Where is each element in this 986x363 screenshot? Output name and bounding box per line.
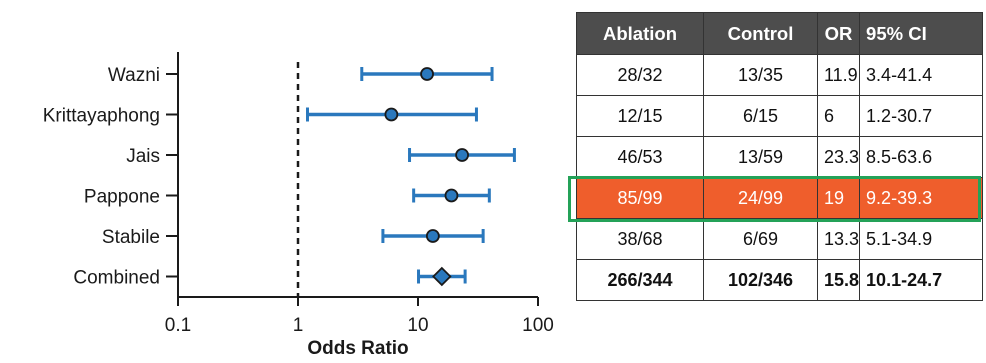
cell-control: 102/346 [703, 259, 818, 301]
cell-ci: 3.4-41.4 [859, 54, 984, 96]
cell-or: 11.9 [816, 54, 861, 96]
cell-ci: 9.2-39.3 [859, 177, 984, 219]
cell-or: 23.3 [816, 136, 861, 178]
table-row: 12/15 6/15 6 1.2-30.7 [576, 95, 984, 137]
study-label: Krittayaphong [43, 106, 160, 127]
x-ticks: 0.1 1 10 100 [165, 297, 554, 336]
table-header-row: Ablation Control OR 95% CI [576, 12, 984, 55]
study-label: Combined [73, 268, 160, 289]
study-label: Wazni [108, 65, 160, 86]
study-labels: Wazni Krittayaphong Jais Pappone Stabile Comb… [43, 65, 178, 289]
forest-plot: 0.1 1 10 100 Wazni Krittayaphong Jais Pappone S… [43, 52, 554, 359]
cell-ablation: 266/344 [576, 259, 704, 301]
header-control: Control [703, 12, 818, 55]
cell-or: 6 [816, 95, 861, 137]
cell-or: 15.8 [816, 259, 861, 301]
cell-or: 19 [816, 177, 861, 219]
or-point [384, 107, 399, 122]
cell-ci: 5.1-34.9 [859, 218, 984, 260]
cell-control: 24/99 [703, 177, 818, 219]
study-label: Jais [126, 146, 160, 167]
study-label: Pappone [84, 187, 160, 208]
x-tick-label: 1 [293, 315, 304, 336]
cell-or: 13.3 [816, 218, 861, 260]
or-point-diamond [432, 266, 452, 287]
cell-ablation: 38/68 [576, 218, 704, 260]
header-or: OR [816, 12, 861, 55]
cell-control: 13/35 [703, 54, 818, 96]
cell-control: 6/15 [703, 95, 818, 137]
cell-control: 13/59 [703, 136, 818, 178]
cell-ci: 8.5-63.6 [859, 136, 984, 178]
cell-ablation: 28/32 [576, 54, 704, 96]
cell-ci: 10.1-24.7 [859, 259, 984, 301]
table-row: 28/32 13/35 11.9 3.4-41.4 [576, 54, 984, 96]
cell-ci: 1.2-30.7 [859, 95, 984, 137]
table-row: 38/68 6/69 13.3 5.1-34.9 [576, 218, 984, 260]
or-point [420, 67, 434, 81]
table-row: 266/344 102/346 15.8 10.1-24.7 [576, 259, 984, 301]
forest-marks [306, 67, 516, 287]
cell-ablation: 46/53 [576, 136, 704, 178]
or-point [425, 229, 440, 243]
table-row: 85/99 24/99 19 9.2-39.3 [576, 177, 984, 219]
or-point [444, 188, 459, 203]
header-ci: 95% CI [859, 12, 984, 55]
or-point [455, 148, 469, 162]
header-ablation: Ablation [576, 12, 704, 55]
x-tick-label: 100 [522, 315, 554, 336]
table-row: 46/53 13/59 23.3 8.5-63.6 [576, 136, 984, 178]
cell-ablation: 85/99 [576, 177, 704, 219]
cell-ablation: 12/15 [576, 95, 704, 137]
x-tick-label: 0.1 [165, 315, 191, 336]
study-label: Stabile [102, 227, 160, 248]
results-table: Ablation Control OR 95% CI 28/32 13/35 11.… [576, 12, 984, 301]
x-axis-title: Odds Ratio [307, 338, 408, 359]
x-tick-label: 10 [407, 315, 428, 336]
cell-control: 6/69 [703, 218, 818, 260]
